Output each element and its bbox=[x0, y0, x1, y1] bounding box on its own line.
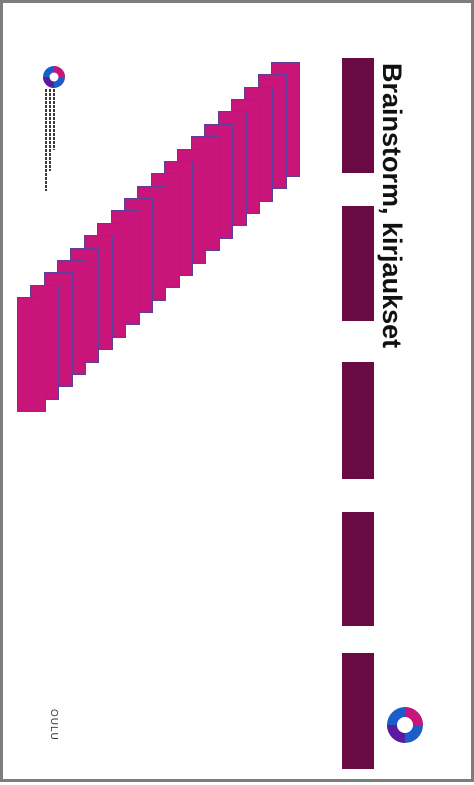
placeholder-bar-1 bbox=[342, 58, 374, 173]
placeholder-bar-5 bbox=[342, 653, 374, 769]
university-logo-icon bbox=[43, 66, 65, 88]
placeholder-bar-4 bbox=[342, 512, 374, 626]
organization-name-graphic bbox=[39, 89, 71, 191]
placeholder-bar-2 bbox=[342, 206, 374, 321]
placeholder-bar-3 bbox=[342, 362, 374, 479]
sticky-note-card bbox=[17, 297, 46, 412]
university-logo-large-icon bbox=[387, 707, 423, 743]
footer-text: OULU bbox=[48, 709, 59, 741]
sticky-note-stack bbox=[3, 3, 474, 785]
